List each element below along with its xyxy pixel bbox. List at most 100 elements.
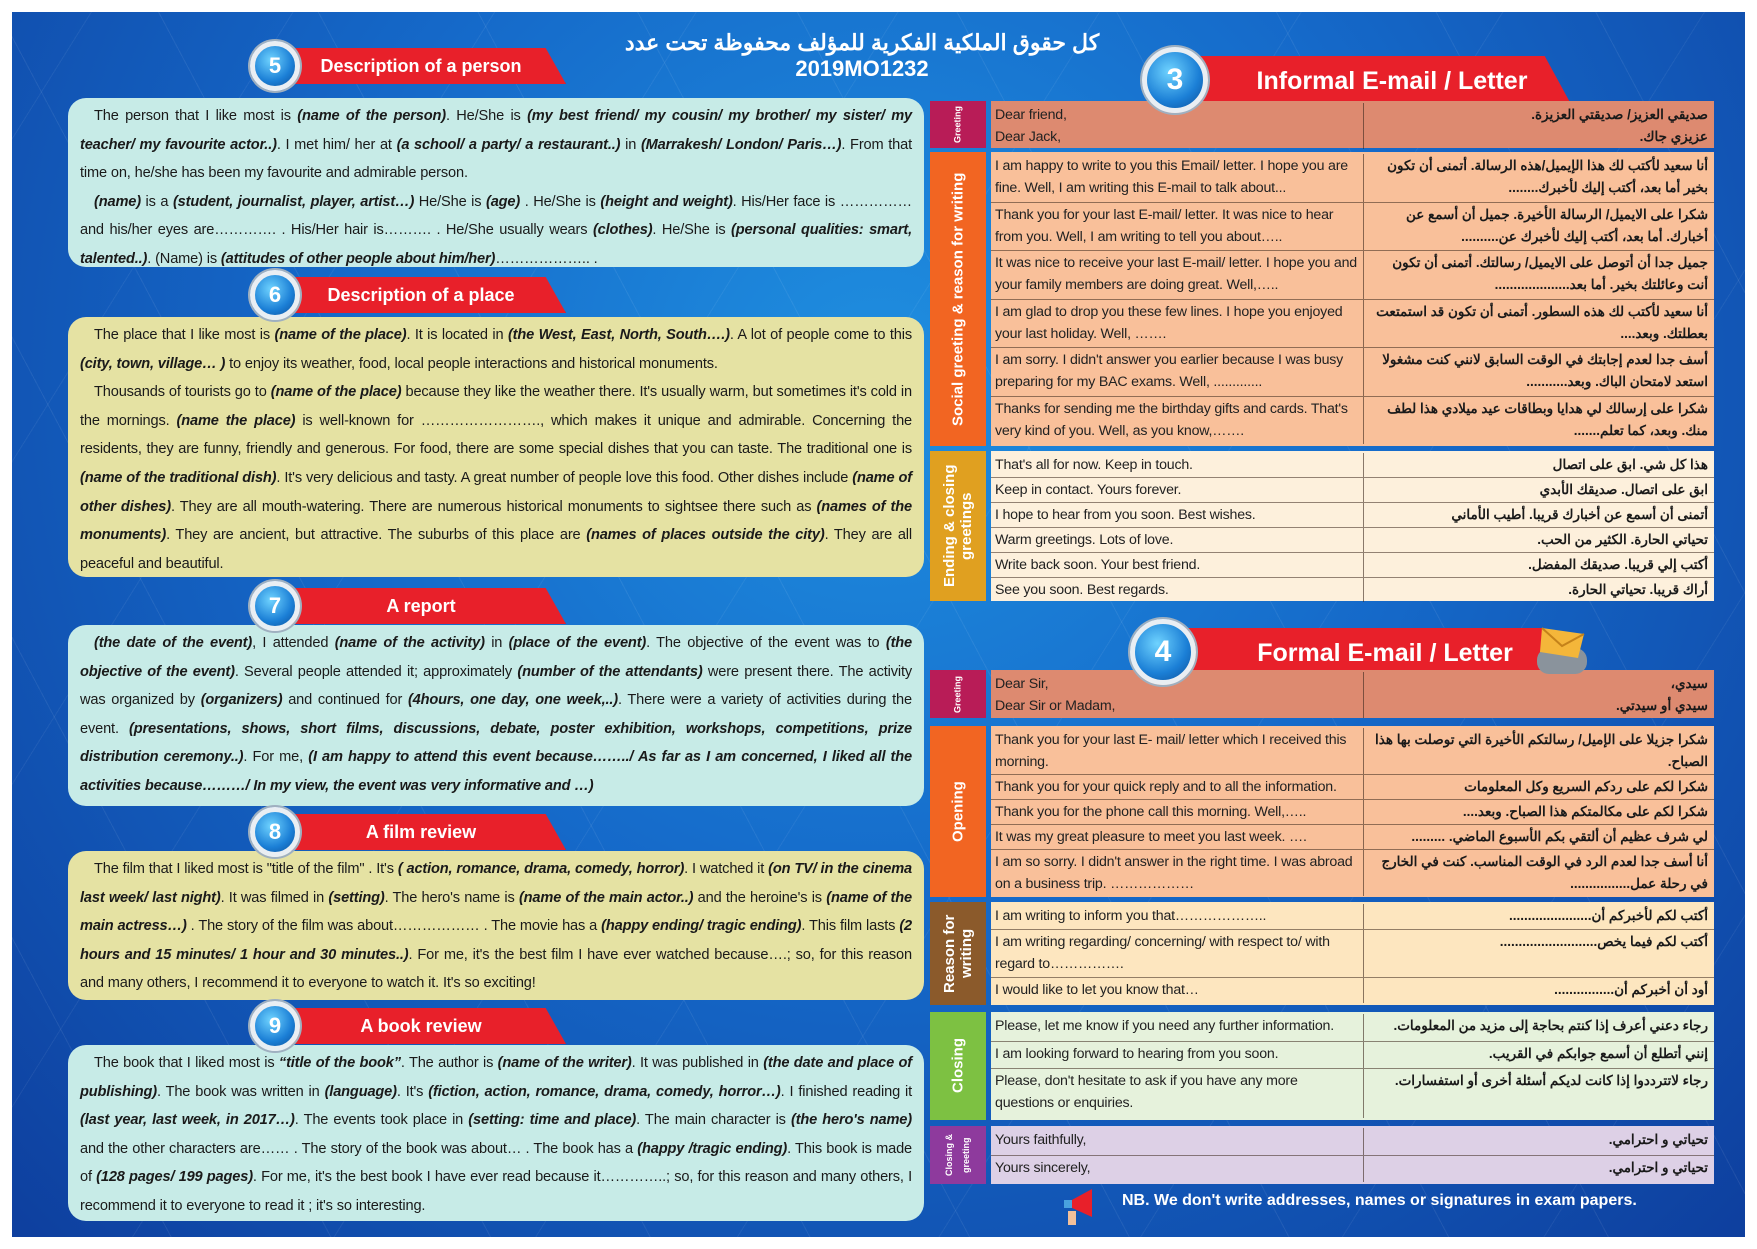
arabic-translation: شكرا على الايميل/ الرسالة الأخيرة. جميل … — [1405, 206, 1708, 244]
arabic-translation: أكتب لكم لأخبركم أن.....................… — [1509, 908, 1708, 923]
english-phrase: Please, don't hesitate to ask if you hav… — [991, 1069, 1364, 1119]
placeholder-text: (setting: time and place) — [468, 1112, 637, 1129]
body-text: . This film lasts — [801, 918, 900, 935]
placeholder-text: (a school/ a party/ a restaurant..) — [396, 136, 621, 153]
english-phrase: Dear friend, Dear Jack, — [991, 103, 1364, 149]
section-number-badge: 4 — [1130, 619, 1196, 685]
table-row: Write back soon. Your best friend. أكتب إ… — [991, 553, 1714, 578]
placeholder-text: (height and weight) — [600, 193, 733, 210]
megaphone-icon — [1064, 1189, 1092, 1225]
placeholder-text: (student, journalist, player, artist…) — [172, 193, 415, 210]
english-phrase: See you soon. Best regards. — [991, 578, 1364, 602]
placeholder-text: (names of places outside the city) — [586, 527, 825, 544]
body-text: . He/She is — [652, 222, 732, 239]
registration-number: 2019MO1232 — [795, 56, 929, 81]
arabic-translation: هذا كل شي. ابق على اتصال — [1552, 457, 1709, 472]
arabic-translation: شكرا لكم على ردكم السريع وكل المعلومات — [1464, 779, 1708, 794]
placeholder-text: (language) — [324, 1083, 397, 1100]
arabic-translation: رجاء دعني أعرف إذا كنتم بحاجة إلى مزيد م… — [1393, 1018, 1708, 1033]
arabic-translation: أنا سعيد لأكتب لك هذه السطور. أتمنى أن ت… — [1376, 303, 1708, 341]
table-row: Dear friend, Dear Jack, صديقي العزيز/ صدي… — [991, 103, 1714, 149]
table-row: It was my great pleasure to meet you las… — [991, 825, 1714, 850]
copyright-text: كل حقوق الملكية الفكرية للمؤلف محفوظة تح… — [624, 30, 1100, 55]
placeholder-text: (Marrakesh/ London/ Paris…) — [640, 136, 842, 153]
table-section: Opening Thank you for your last E- mail/ … — [930, 726, 1714, 897]
body-text: . I watched it — [684, 861, 769, 877]
body-text: . It's very delicious and tasty. A great… — [276, 469, 853, 486]
section-title: Informal E-mail / Letter — [1182, 56, 1572, 106]
body-text: to enjoy its weather, food, local people… — [225, 355, 718, 372]
body-text: . Several people attended it; approximat… — [234, 663, 518, 680]
copyright-notice: كل حقوق الملكية الفكرية للمؤلف محفوظة تح… — [612, 30, 1112, 82]
placeholder-text: (fiction, action, romance, drama, comedy… — [428, 1083, 781, 1100]
table-row: That's all for now. Keep in touch. هذا كل… — [991, 453, 1714, 478]
table-row: It was nice to receive your last E-mail/… — [991, 251, 1714, 300]
placeholder-text: (name of the activity) — [334, 635, 485, 651]
table-section: Greeting Dear Sir, Dear Sir or Madam, سيدي… — [930, 670, 1714, 718]
body-text: . I met him/ her at — [276, 136, 397, 153]
paragraph: Thousands of tourists go to (name of the… — [80, 378, 912, 578]
placeholder-text: (clothes) — [592, 222, 653, 239]
table-row: Keep in contact. Yours forever. ابق على ا… — [991, 478, 1714, 503]
table-row: Please, don't hesitate to ask if you hav… — [991, 1069, 1714, 1119]
table-row: I am sorry. I didn't answer you earlier … — [991, 348, 1714, 397]
paragraph: The film that I liked most is "title of … — [80, 855, 912, 998]
paragraph-box: The film that I liked most is "title of … — [68, 851, 924, 1000]
placeholder-text: (age) — [485, 193, 521, 210]
placeholder-text: (name of the place) — [270, 384, 402, 401]
section-number-badge: 9 — [250, 1001, 300, 1051]
placeholder-text: (number of the attendants) — [517, 663, 703, 680]
paragraph: The person that I like most is (name of … — [80, 102, 912, 188]
table-row: Thank you for your quick reply and to al… — [991, 775, 1714, 800]
placeholder-text: (names of the monuments) — [80, 498, 912, 544]
english-phrase: Keep in contact. Yours forever. — [991, 478, 1364, 502]
body-text: The film that I liked most is "title of … — [94, 861, 398, 877]
table-row: Warm greetings. Lots of love. تحياتي الحا… — [991, 528, 1714, 553]
body-text: . The objective of the event was to — [646, 635, 886, 651]
section-rows: Thank you for your last E- mail/ letter … — [991, 726, 1714, 897]
arabic-translation: تحياتي الحارة. الكثير من الحب. — [1537, 532, 1708, 547]
placeholder-text: (attitudes of other people about him/her… — [220, 250, 496, 267]
placeholder-text: (128 pages/ 199 pages) — [96, 1169, 253, 1186]
section-label: Greeting — [930, 101, 986, 148]
english-phrase: Yours faithfully, — [991, 1128, 1364, 1155]
table-row: Thank you for the phone call this mornin… — [991, 800, 1714, 825]
arabic-translation: إنني أتطلع أن أسمع جوابكم في القريب. — [1488, 1045, 1708, 1061]
arabic-translation: جميل جدا أن أتوصل على الايميل/ رسالتك. أ… — [1392, 255, 1708, 292]
english-phrase: I am sorry. I didn't answer you earlier … — [991, 348, 1364, 396]
placeholder-text: (4hours, one day, one week,..) — [407, 692, 618, 709]
section-label: Ending & closing greetings — [930, 451, 986, 601]
table-section: Closing Please, let me know if you need a… — [930, 1012, 1714, 1120]
english-phrase: I hope to hear from you soon. Best wishe… — [991, 503, 1364, 527]
section-label: Greeting — [930, 670, 986, 718]
table-row: I am happy to write to you this Email/ l… — [991, 154, 1714, 203]
body-text: is a — [140, 193, 173, 210]
table-row: Yours faithfully, تحياتي و احترامي. — [991, 1128, 1714, 1156]
english-phrase: I am so sorry. I didn't answer in the ri… — [991, 850, 1364, 896]
placeholder-text: (name of the traditional dish) — [80, 469, 277, 486]
body-text: . A lot of people come to this — [729, 327, 912, 343]
body-text: and continued for — [282, 692, 408, 709]
section-title: A film review — [276, 814, 566, 850]
table-section: Ending & closing greetings That's all for… — [930, 451, 1714, 602]
placeholder-text: (name of the main actor..) — [518, 889, 694, 906]
arabic-translation: أتمنى أن أسمع عن أخبارك قريبا. أطيب الأم… — [1451, 507, 1708, 522]
body-text: . There were a variety of activities dur… — [80, 692, 912, 737]
arabic-translation: شكرا جزيلا على الإميل/ رسالتكم الأخيرة ا… — [1374, 732, 1708, 769]
english-phrase: That's all for now. Keep in touch. — [991, 453, 1364, 477]
section-rows: Dear Sir, Dear Sir or Madam, سيدي، سيدي أ… — [991, 670, 1714, 718]
placeholder-text: (name the place) — [176, 412, 296, 429]
body-text: Thousands of tourists go to — [94, 384, 271, 401]
section-label: Closing — [930, 1012, 986, 1120]
table-section: Closing & greeting Yours faithfully, تحيات… — [930, 1126, 1714, 1184]
arabic-translation: أنا سعيد لأكتب لك هذا الإيميل/هذه الرسال… — [1387, 158, 1708, 195]
body-text: . They are ancient, but attractive. The … — [166, 527, 587, 544]
table-row: See you soon. Best regards. أراك قريبا. ت… — [991, 578, 1714, 602]
section-number-badge: 8 — [250, 807, 300, 857]
placeholder-text: (place of the event) — [508, 635, 647, 651]
placeholder-text: (personal qualities: smart, talented..) — [80, 222, 912, 267]
arabic-translation: أسف جدا لعدم إجابتك في الوقت السابق لانن… — [1382, 352, 1708, 389]
placeholder-text: (name of other dishes) — [80, 469, 913, 515]
section-rows: That's all for now. Keep in touch. هذا كل… — [991, 451, 1714, 602]
section-title: A report — [276, 588, 566, 624]
